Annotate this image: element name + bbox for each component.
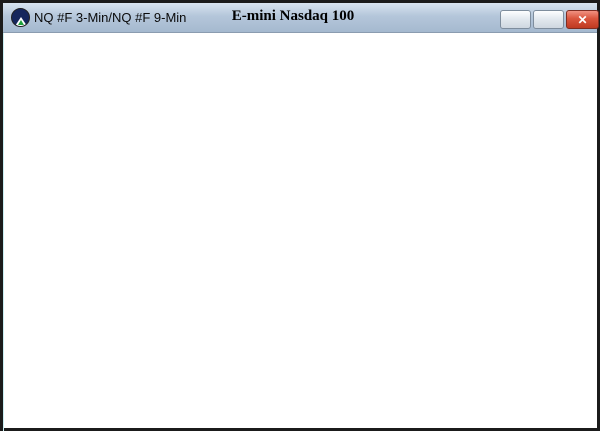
grid-line-v [3,24,4,384]
title-bar[interactable]: NQ #F 3-Min/NQ #F 9-Min E-mini Nasdaq 10… [3,3,599,33]
chart-plot-area: 1098010960109001088010860108401082010800… [3,3,597,431]
window-title: NQ #F 3-Min/NQ #F 9-Min [34,10,187,25]
close-button[interactable]: ✕ [566,10,599,29]
ablesys-logo-icon [11,8,30,27]
close-icon: ✕ [577,12,588,27]
maximize-button[interactable] [533,10,564,29]
grid-line-v [3,384,4,431]
minimize-button[interactable] [500,10,531,29]
window-body: NQ #F 3-Min/NQ #F 9-Min E-mini Nasdaq 10… [3,3,599,431]
instrument-title: E-mini Nasdaq 100 [231,8,355,24]
